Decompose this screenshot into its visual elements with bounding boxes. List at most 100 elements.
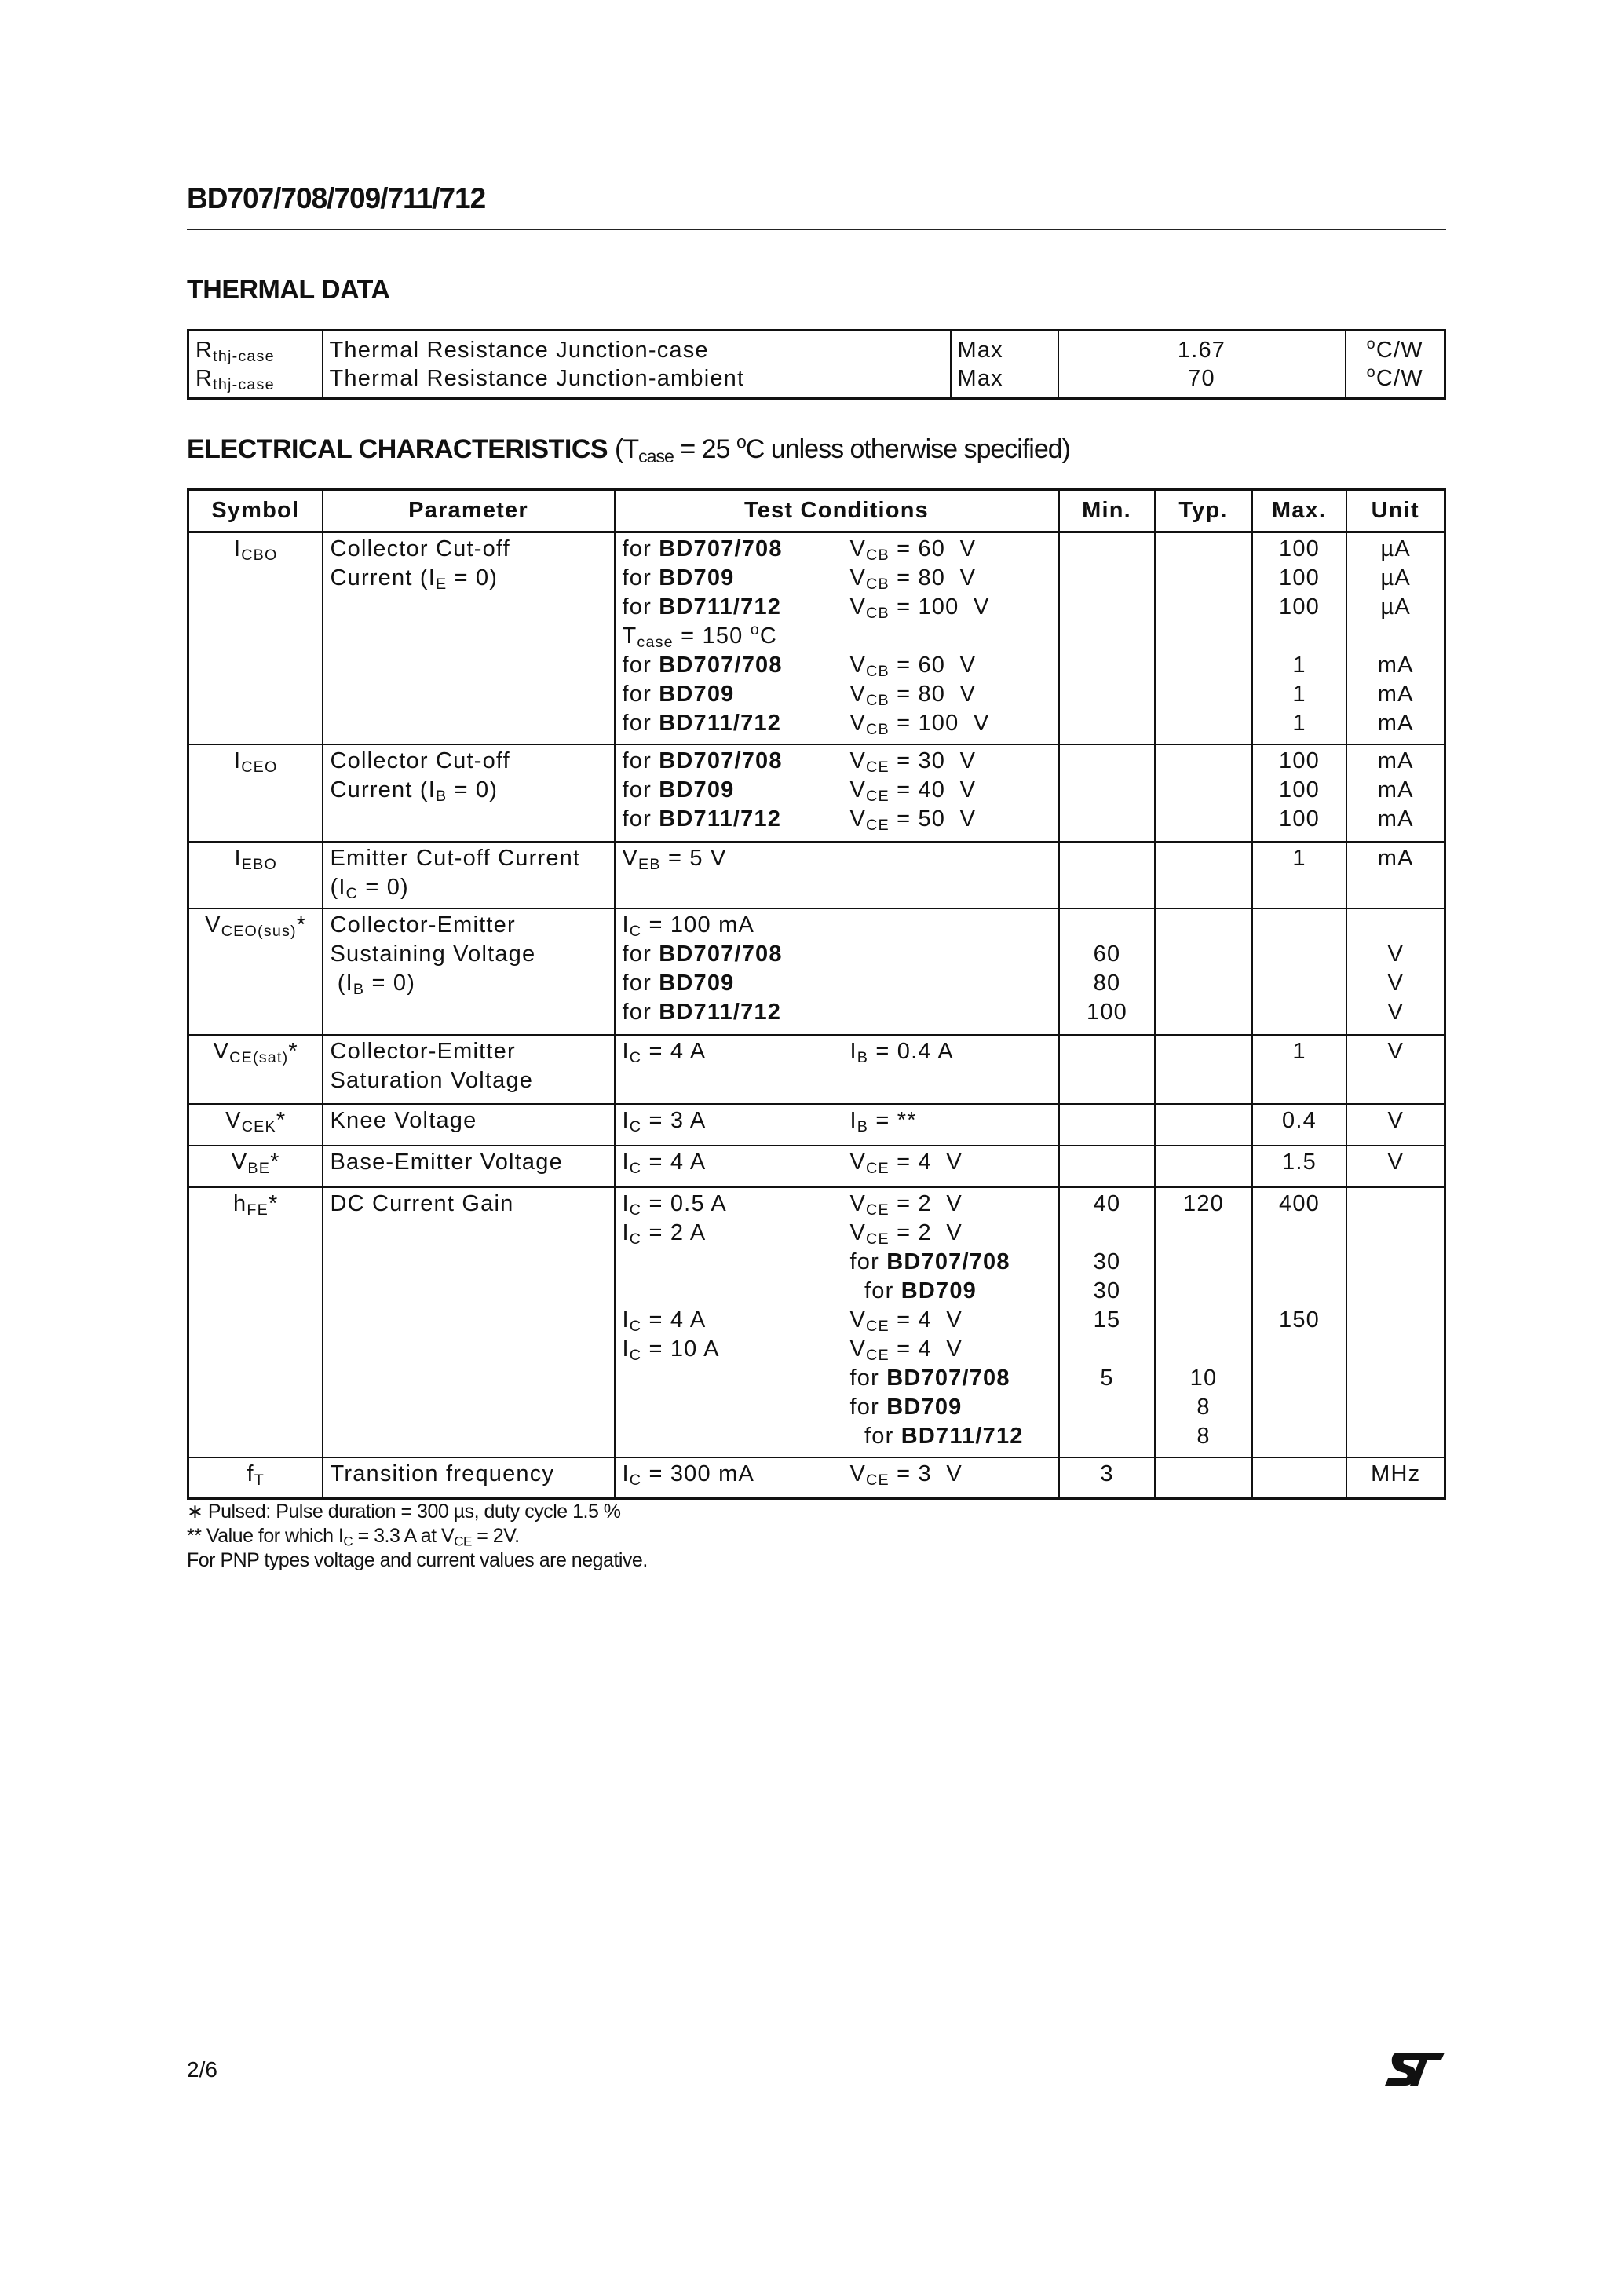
parameter-line: Transition frequency: [331, 1460, 608, 1489]
parameter-line: Saturation Voltage: [331, 1066, 608, 1095]
subscript: B: [857, 1048, 869, 1066]
text-segment: = 4 V: [889, 1307, 963, 1333]
subscript: thj-case: [213, 375, 275, 393]
condition-line: IC = 4 A VCE = 4 V: [623, 1148, 1052, 1177]
min-value: [1067, 1335, 1148, 1364]
subscript: C: [629, 1117, 642, 1135]
parameter-cell: Base-Emitter Voltage: [321, 1144, 616, 1188]
unit-value: mA: [1377, 711, 1414, 736]
parameter-cell: Emitter Cut-off Current (IC = 0): [321, 840, 616, 909]
text-segment: = 3 A: [641, 1107, 707, 1133]
subscript: CE: [866, 1230, 890, 1248]
typ-value: 8: [1196, 1423, 1211, 1449]
parameter-cell: Knee Voltage: [321, 1102, 616, 1146]
subscript: CB: [866, 691, 890, 709]
condition-line: for BD707/708 VCB = 60 V: [623, 535, 1052, 564]
electrical-heading-condition: (Tcase = 25 oC unless otherwise specifie…: [615, 433, 1071, 466]
condition-right: IB = **: [850, 1106, 917, 1135]
table-row: IEBO Emitter Cut-off Current (IC = 0) VEB =…: [187, 840, 1446, 909]
unit-value: mA: [1377, 682, 1414, 707]
document-title: BD707/708/709/711/712: [187, 182, 486, 214]
parameter-line: Current (IB = 0): [331, 776, 608, 805]
max-value: 1: [1292, 653, 1306, 678]
table-row: VBE* Base-Emitter Voltage IC = 4 A VCE = 4 …: [187, 1144, 1446, 1188]
typ-cell: [1153, 1456, 1253, 1500]
typ-value: 8: [1196, 1394, 1211, 1420]
text-segment: R: [195, 366, 214, 391]
text-segment: I: [234, 845, 242, 871]
text-segment: for: [622, 748, 659, 773]
max-cell: 100 100 100 1 1 1: [1251, 531, 1347, 745]
text-segment: = 80 V: [889, 565, 977, 590]
text-segment: = 4 A: [641, 1149, 707, 1175]
text-segment: for: [622, 565, 659, 590]
condition-line: IC = 4 A IB = 0.4 A: [623, 1037, 1052, 1066]
bold-text: BD709: [659, 682, 735, 707]
subscript: EB: [638, 855, 661, 873]
superscript: o: [1366, 364, 1376, 382]
text-segment: I: [622, 1219, 630, 1245]
max-cell: [1251, 1456, 1347, 1500]
unit-value: MHz: [1371, 1461, 1421, 1486]
parameter-line: Base-Emitter Voltage: [331, 1148, 608, 1177]
text-segment: = 50 V: [889, 806, 977, 832]
footnotes: ∗ Pulsed: Pulse duration = 300 µs, duty …: [187, 1500, 648, 1573]
table-row: fT Transition frequency IC = 300 mA VCE = 3…: [187, 1456, 1446, 1500]
subscript: CE: [866, 787, 890, 805]
superscript: o: [1366, 335, 1376, 353]
condition-line: for BD711/712: [623, 1422, 1052, 1451]
text-segment: V: [849, 1336, 867, 1362]
text-segment: for: [622, 777, 659, 803]
text-segment: *: [276, 1107, 287, 1133]
condition-right: VCB = 100 V: [850, 709, 990, 738]
condition-line: VEB = 5 V: [623, 844, 1052, 873]
text-segment: I: [849, 1107, 857, 1133]
condition-right: VCE = 2 V: [850, 1190, 963, 1219]
min-cell: 40 30 30 15 5: [1058, 1186, 1156, 1458]
symbol-line: ICBO: [196, 535, 316, 564]
table-row: hFE* DC Current Gain IC = 0.5 A VCE = 2 V IC…: [187, 1186, 1446, 1458]
unit-value: V: [1387, 999, 1405, 1025]
parameter-line: DC Current Gain: [331, 1190, 608, 1219]
condition-line: for BD707/708: [623, 1248, 1052, 1277]
typ-value: [1163, 1335, 1245, 1364]
subscript: case: [637, 633, 674, 651]
typ-cell: 120 10 8 8: [1153, 1186, 1253, 1458]
text-segment: for: [622, 536, 659, 561]
subscript: case: [638, 445, 674, 466]
bold-text: BD709: [659, 970, 735, 996]
symbol-line: VCEO(sus)*: [196, 911, 316, 940]
subscript: C: [629, 1317, 642, 1335]
symbol-cell: hFE*: [187, 1186, 323, 1458]
max-value: 1: [1292, 711, 1306, 736]
page-number: 2/6: [187, 2057, 217, 2082]
unit-value: mA: [1377, 653, 1414, 678]
text-segment: Collector-Emitter: [330, 912, 516, 938]
parameter-cell: Collector Cut-off Current (IE = 0): [321, 531, 616, 745]
max-cell: 1: [1251, 840, 1347, 909]
text-segment: I: [622, 1190, 630, 1216]
subscript: C: [629, 1471, 642, 1489]
min-cell: [1058, 1033, 1156, 1105]
condition-line: for BD709: [623, 1277, 1052, 1306]
typ-value: 10: [1189, 1365, 1218, 1391]
text-segment: (T: [615, 434, 639, 464]
typ-value: [1163, 1219, 1245, 1248]
superscript: o: [750, 621, 760, 639]
text-segment: for: [622, 682, 659, 707]
text-segment: Knee Voltage: [330, 1107, 477, 1133]
text-segment: for: [622, 711, 659, 736]
min-value: 30: [1093, 1249, 1121, 1274]
text-segment: = 100 V: [889, 594, 990, 620]
parameter-line: Collector Cut-off: [331, 747, 608, 776]
condition-right: for BD711/712: [850, 1422, 1024, 1451]
subscript: C: [629, 1230, 642, 1248]
unit-cell: mA: [1345, 840, 1446, 909]
unit-value: [1354, 911, 1438, 940]
table-row: VCEO(sus)* Collector-Emitter Sustaining Vo…: [187, 907, 1446, 1036]
unit-value: V: [1387, 970, 1405, 996]
value-cell: 1.67: [1057, 330, 1346, 364]
text-segment: V: [849, 682, 867, 707]
